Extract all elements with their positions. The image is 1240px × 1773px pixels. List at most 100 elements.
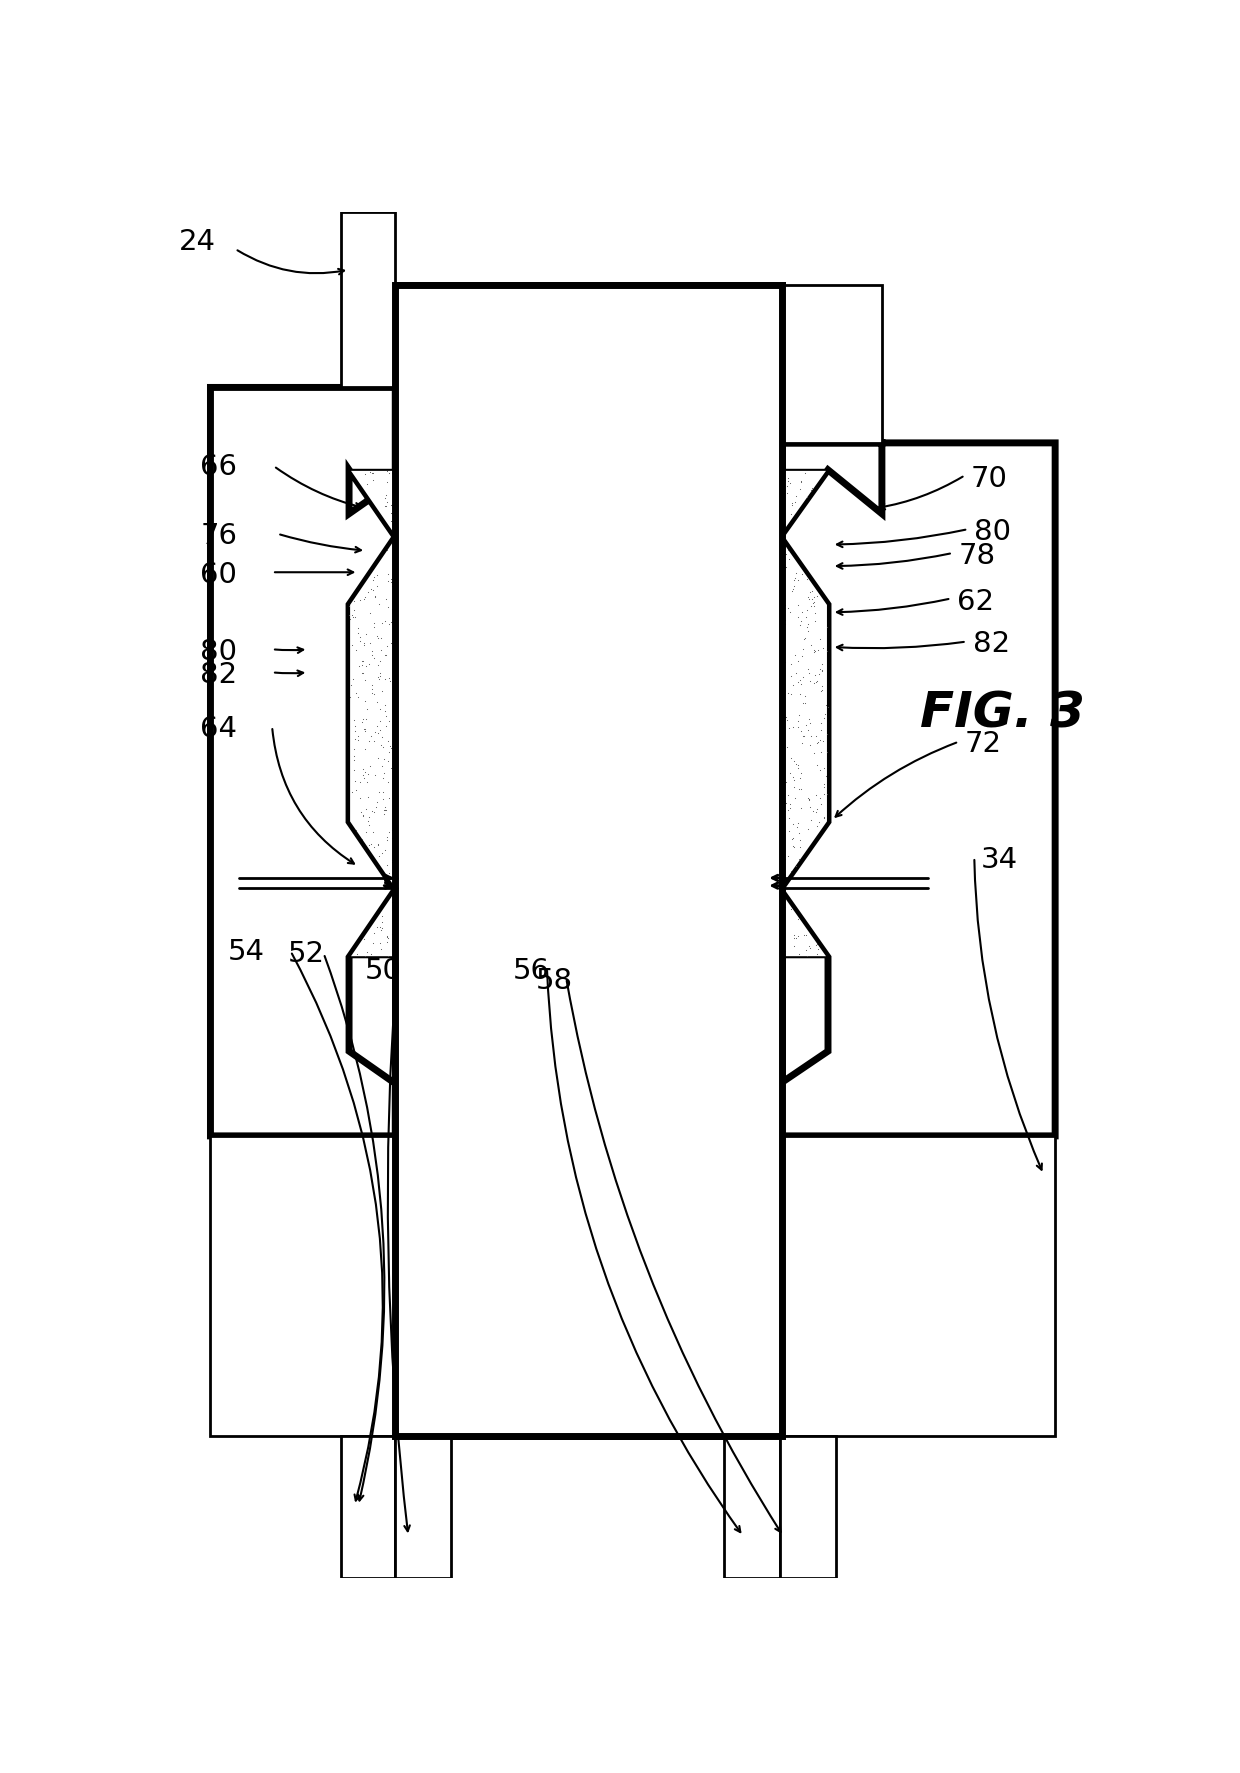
Point: [777, 468, 797, 496]
Point: [422, 541, 441, 569]
Point: [401, 842, 420, 871]
Point: [742, 466, 761, 495]
Point: [387, 619, 407, 647]
Polygon shape: [211, 1136, 396, 1436]
Point: [407, 892, 427, 920]
Point: [401, 805, 420, 833]
Point: [775, 647, 795, 676]
Point: [743, 548, 763, 576]
Point: [398, 798, 418, 826]
Point: [725, 876, 745, 904]
Point: [781, 895, 801, 924]
Point: [417, 514, 436, 543]
Point: [759, 734, 779, 762]
Point: [370, 695, 389, 723]
Point: [425, 798, 445, 826]
Point: [424, 807, 444, 835]
Point: [420, 656, 440, 684]
Point: [753, 746, 773, 775]
Point: [438, 867, 458, 895]
Point: [363, 817, 383, 846]
Point: [801, 477, 821, 505]
Point: [755, 633, 775, 661]
Point: [792, 642, 812, 670]
Point: [367, 688, 387, 716]
Point: [745, 789, 765, 817]
Point: [794, 690, 813, 718]
Point: [746, 663, 766, 691]
Point: [345, 596, 365, 624]
Point: [768, 658, 787, 686]
Point: [408, 924, 428, 952]
Point: [430, 498, 450, 527]
Point: [746, 495, 766, 523]
Point: [753, 512, 773, 541]
Point: [779, 546, 799, 574]
Point: [435, 869, 455, 897]
Point: [765, 895, 785, 924]
Point: [357, 768, 377, 796]
Point: [773, 548, 792, 576]
Point: [414, 777, 434, 805]
Point: [343, 665, 363, 693]
Point: [419, 869, 439, 897]
Point: [343, 757, 363, 785]
Point: [800, 578, 820, 606]
Point: [724, 863, 744, 892]
Point: [768, 855, 787, 883]
Point: [802, 475, 822, 504]
Point: [436, 780, 456, 808]
Point: [418, 528, 438, 557]
Point: [745, 509, 765, 537]
Point: [410, 603, 430, 631]
Point: [386, 746, 405, 775]
Point: [353, 764, 373, 793]
Point: [754, 794, 774, 823]
Point: [794, 663, 813, 691]
Point: [730, 835, 750, 863]
Point: [424, 833, 444, 862]
Point: [414, 730, 434, 759]
Point: [739, 722, 759, 750]
Point: [352, 824, 372, 853]
Point: [791, 718, 811, 746]
Point: [759, 629, 779, 658]
Point: [764, 612, 784, 640]
Point: [737, 784, 756, 812]
Point: [817, 738, 837, 766]
Point: [393, 844, 413, 872]
Point: [753, 796, 773, 824]
Point: [771, 594, 791, 622]
Point: [808, 637, 828, 665]
Point: [806, 782, 826, 810]
Point: [379, 738, 399, 766]
Point: [755, 713, 775, 741]
Point: [361, 940, 381, 968]
Point: [368, 720, 388, 748]
Point: [751, 764, 771, 793]
Point: [357, 938, 377, 966]
Point: [440, 693, 460, 722]
Point: [794, 723, 813, 752]
Point: [791, 468, 811, 496]
Point: [348, 722, 368, 750]
Point: [745, 713, 765, 741]
Point: [797, 583, 817, 612]
Point: [430, 796, 450, 824]
Point: [755, 922, 775, 950]
Point: [791, 468, 811, 496]
Point: [799, 610, 818, 638]
Point: [360, 803, 379, 832]
Point: [381, 566, 401, 594]
Point: [408, 566, 428, 594]
Point: [365, 681, 384, 709]
Point: [725, 828, 745, 856]
Point: [807, 729, 827, 757]
Point: [804, 590, 823, 619]
Point: [404, 489, 424, 518]
Point: [382, 816, 402, 844]
Point: [393, 778, 413, 807]
Point: [777, 473, 797, 502]
Point: [740, 459, 760, 488]
Point: [807, 582, 827, 610]
